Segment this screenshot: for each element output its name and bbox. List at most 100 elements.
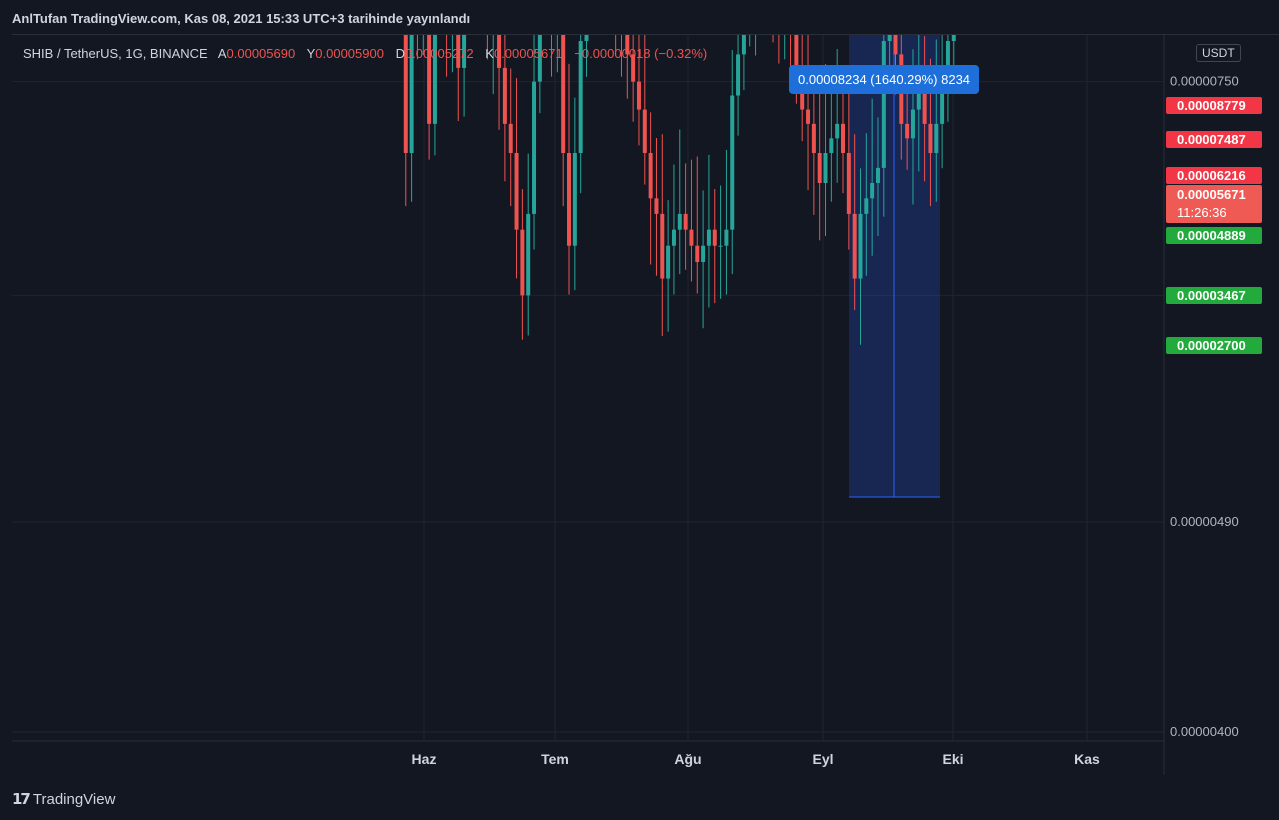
candle-body: [875, 167, 880, 183]
y-tick-label: 0.00000400: [1170, 724, 1239, 739]
candle-body: [654, 198, 659, 214]
candle-body: [858, 213, 863, 279]
candle-body: [794, 35, 799, 68]
candle-body: [403, 35, 408, 153]
candle-body: [835, 123, 840, 139]
candle-body: [730, 95, 735, 230]
bar-countdown: 11:26:36: [1177, 205, 1227, 220]
candle-body: [817, 153, 822, 183]
candle-body: [724, 229, 729, 246]
support-tag-2: 0.00003467: [1166, 287, 1262, 304]
candle-body: [427, 35, 432, 124]
candle-body: [502, 67, 507, 124]
candle-body: [940, 81, 945, 124]
candle-body: [462, 35, 467, 68]
change-value: −0.00000018 (−0.32%): [574, 46, 708, 61]
high-label: Y: [306, 46, 316, 61]
candle-body: [706, 229, 711, 246]
candle-body: [841, 123, 846, 153]
candle-body: [806, 109, 811, 124]
candle-body: [660, 213, 665, 279]
candle-body: [881, 41, 886, 168]
candle-body: [945, 41, 950, 82]
measure-label: 0.00008234 (1640.29%) 8234: [789, 65, 980, 94]
candle-body: [642, 109, 647, 153]
brand-name: TradingView: [32, 790, 116, 808]
candle-body: [905, 123, 910, 139]
candle-body: [916, 81, 921, 110]
candle-body: [922, 81, 927, 124]
candle-body: [671, 229, 676, 246]
resistance-tag-1: 0.00008779: [1166, 97, 1262, 114]
candle-body: [648, 153, 653, 199]
candle-body: [677, 213, 682, 230]
x-tick-label: Kas: [1074, 751, 1100, 767]
candle-body: [561, 35, 566, 153]
candle-body: [409, 35, 414, 153]
candle-body: [514, 153, 519, 230]
high-value: 0.00005900: [315, 46, 384, 61]
low-value: 0.00005272: [404, 46, 474, 61]
candle-body: [584, 35, 589, 42]
publish-header: AnlTufan TradingView.com, Kas 08, 2021 1…: [0, 0, 1279, 34]
tradingview-icon: 17: [12, 790, 31, 808]
candle-body: [811, 123, 816, 153]
candle-body: [910, 109, 915, 139]
candle-body: [741, 35, 746, 55]
candle-body: [870, 182, 875, 199]
candle-body: [887, 35, 892, 42]
price-chart[interactable]: 0.000120000.000070000.000029000.00002300…: [12, 35, 1279, 775]
candle-body: [736, 54, 741, 96]
candle-body: [864, 198, 869, 214]
currency-badge[interactable]: USDT: [1196, 44, 1241, 62]
open-label: A: [217, 46, 227, 61]
candle-body: [567, 153, 572, 246]
candle-body: [625, 35, 630, 55]
candle-body: [631, 54, 636, 82]
candle-body: [846, 153, 851, 214]
tradingview-logo[interactable]: 17 TradingView: [12, 790, 115, 808]
candle-body: [636, 81, 641, 110]
x-tick-label: Eyl: [812, 751, 833, 767]
x-tick-label: Tem: [541, 751, 569, 767]
candle-body: [666, 245, 671, 279]
candle-body: [893, 35, 898, 55]
candle-body: [537, 35, 542, 82]
candle-body: [695, 245, 700, 263]
low-label: D: [395, 46, 405, 61]
support-tag-1: 0.00004889: [1166, 227, 1262, 244]
candle-body: [701, 245, 706, 263]
candle-body: [497, 35, 502, 68]
candle-body: [689, 229, 694, 246]
open-value: 0.00005690: [226, 46, 296, 61]
candle-body: [526, 213, 531, 296]
candle-body: [712, 229, 717, 246]
last-price-value: 0.00005671: [1177, 187, 1246, 202]
y-tick-label: 0.00000750: [1170, 74, 1239, 89]
candle-body: [718, 245, 723, 247]
close-label: K: [485, 46, 494, 61]
support-tag-3: 0.00002700: [1166, 337, 1262, 354]
symbol-info[interactable]: SHIB / TetherUS, 1G, BINANCE: [23, 46, 208, 61]
candle-body: [520, 229, 525, 296]
y-tick-label: 0.00000490: [1170, 514, 1239, 529]
candle-body: [578, 41, 583, 153]
x-tick-label: Ağu: [674, 751, 701, 767]
chart-area[interactable]: 0.000120000.000070000.000029000.00002300…: [12, 34, 1279, 775]
x-tick-label: Eki: [942, 751, 963, 767]
candle-body: [829, 138, 834, 153]
ohlc-legend: SHIB / TetherUS, 1G, BINANCE A0.00005690…: [23, 46, 707, 61]
candle-body: [572, 153, 577, 246]
candle-body: [683, 213, 688, 230]
candle-body: [508, 123, 513, 153]
candle-body: [532, 81, 537, 214]
resistance-tag-3: 0.00006216: [1166, 167, 1262, 184]
candle-body: [823, 153, 828, 183]
footer-bar: [0, 775, 1279, 820]
candle-body: [934, 123, 939, 153]
candle-body: [951, 35, 956, 42]
candle-body: [432, 35, 437, 124]
candle-body: [456, 35, 461, 68]
close-value: 0.00005671: [493, 46, 563, 61]
last-price-tag: 0.00005671 11:26:36: [1166, 185, 1262, 223]
